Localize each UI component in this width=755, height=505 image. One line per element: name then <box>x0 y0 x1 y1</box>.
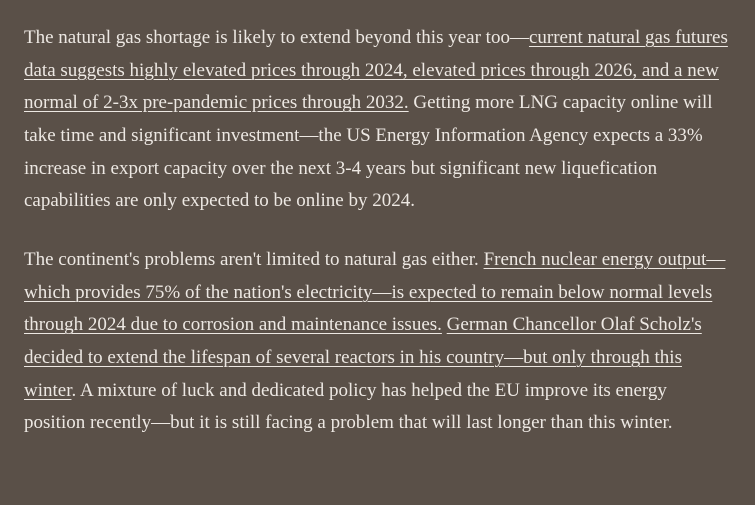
text-run: The natural gas shortage is likely to ex… <box>24 27 529 48</box>
text-run: . A mixture of luck and dedicated policy… <box>24 380 673 434</box>
paragraph: The continent's problems aren't limited … <box>24 244 731 440</box>
article-body: The natural gas shortage is likely to ex… <box>24 22 731 440</box>
paragraph: The natural gas shortage is likely to ex… <box>24 22 731 218</box>
text-run: The continent's problems aren't limited … <box>24 249 484 270</box>
